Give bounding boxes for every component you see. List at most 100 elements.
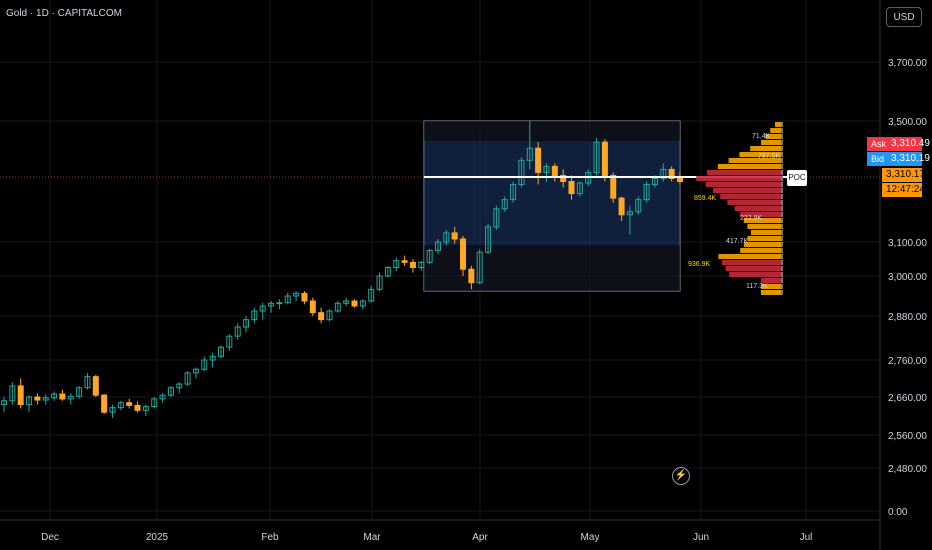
- candle-body: [476, 251, 483, 284]
- profile-bar: [747, 224, 781, 229]
- candle-body: [343, 300, 350, 304]
- profile-bar: [739, 152, 781, 157]
- time-tick: Feb: [261, 532, 279, 543]
- candle-body: [651, 177, 658, 186]
- candle-body: [409, 261, 416, 268]
- profile-edge: [781, 128, 783, 133]
- price-tick: 0.00: [888, 507, 908, 518]
- lower-range-fill: [424, 245, 680, 291]
- time-tick: 2025: [146, 532, 169, 543]
- profile-volume-label: 936.9K: [688, 261, 711, 268]
- profile-volume-label: 222.9K: [740, 215, 763, 222]
- candle-body: [526, 147, 533, 161]
- candle-body: [84, 376, 91, 389]
- candle-body: [593, 141, 600, 173]
- candle-body: [51, 393, 58, 399]
- candle-body: [660, 168, 667, 179]
- candle-body: [401, 260, 408, 263]
- profile-bar: [750, 146, 781, 151]
- candle-body: [535, 147, 542, 173]
- price-tick: 2,560.00: [888, 431, 927, 442]
- candle-body: [485, 226, 492, 253]
- candle-body: [142, 406, 149, 411]
- time-tick: May: [581, 532, 600, 543]
- price-axis[interactable]: 3,700.00 3,500.00 3,100.00 3,000.00 2,880.00…: [888, 58, 927, 518]
- price-tick: 3,700.00: [888, 58, 927, 69]
- candle-body: [126, 402, 133, 406]
- candle-body: [284, 295, 291, 304]
- candle-body: [318, 312, 325, 321]
- lightning-icon[interactable]: ⚡: [672, 467, 690, 485]
- candle-body: [426, 250, 433, 263]
- profile-bar: [713, 188, 781, 193]
- profile-edge: [781, 284, 783, 289]
- candle-body: [276, 302, 283, 305]
- candle-body: [384, 267, 391, 277]
- price-tick: 2,880.00: [888, 312, 927, 323]
- candle-body: [42, 397, 49, 401]
- upper-range-fill: [424, 121, 680, 141]
- currency-button[interactable]: USD: [886, 7, 922, 27]
- candle-body: [460, 238, 467, 270]
- profile-edge: [781, 224, 783, 229]
- symbol-title[interactable]: Gold · 1D · CAPITALCOM: [6, 8, 122, 19]
- candle-body: [192, 368, 199, 374]
- bid-label: Bid: [867, 152, 887, 166]
- candle-body: [351, 300, 358, 307]
- profile-volume-label: 71.4K: [752, 133, 771, 140]
- candle-body: [468, 268, 475, 284]
- profile-volume-label: 859.4K: [694, 195, 717, 202]
- candle-body: [301, 292, 308, 302]
- profile-edge: [781, 272, 783, 277]
- candle-body: [501, 199, 508, 210]
- price-tick: 2,480.00: [888, 464, 927, 475]
- profile-edge: [781, 206, 783, 211]
- profile-edge: [781, 140, 783, 145]
- profile-edge: [781, 278, 783, 283]
- profile-edge: [781, 170, 783, 175]
- candle-body: [59, 393, 66, 400]
- profile-bar: [720, 194, 781, 199]
- candle-body: [451, 232, 458, 240]
- profile-bar: [725, 266, 781, 271]
- ask-price: 3,310.49: [887, 137, 930, 151]
- candle-body: [17, 385, 24, 406]
- candle-body: [359, 300, 366, 307]
- candle-body: [92, 376, 99, 396]
- candle-body: [9, 385, 16, 402]
- profile-edge: [781, 122, 783, 127]
- profile-bar: [717, 164, 781, 169]
- profile-bar: [728, 158, 781, 163]
- poc-label: POC: [787, 170, 807, 186]
- profile-edge: [781, 164, 783, 169]
- profile-volume-label: 117.3K: [746, 283, 768, 290]
- candle-body: [26, 396, 33, 406]
- profile-bar: [751, 230, 781, 235]
- profile-bar: [761, 284, 781, 289]
- candle-body: [293, 292, 300, 297]
- candle-body: [67, 395, 74, 400]
- profile-bar: [770, 128, 781, 133]
- profile-edge: [781, 194, 783, 199]
- time-axis[interactable]: Dec 2025 Feb Mar Apr May Jun Jul: [41, 532, 812, 543]
- candle-body: [551, 165, 558, 176]
- candle-body: [243, 319, 250, 328]
- price-tick: 2,760.00: [888, 356, 927, 367]
- profile-edge: [781, 212, 783, 217]
- profile-bar: [761, 278, 781, 283]
- candle-body: [1, 400, 7, 406]
- candle-body: [618, 197, 625, 216]
- time-tick: Apr: [472, 532, 488, 543]
- candle-body: [209, 355, 216, 361]
- candle-body: [643, 184, 650, 201]
- candle-body: [309, 300, 316, 314]
- candle-body: [560, 174, 567, 182]
- profile-edge: [781, 188, 783, 193]
- candle-body: [184, 372, 191, 385]
- profile-bar: [747, 236, 781, 241]
- candle-body: [234, 326, 241, 337]
- candle-body: [334, 302, 341, 312]
- profile-edge: [781, 158, 783, 163]
- candle-body: [518, 159, 525, 186]
